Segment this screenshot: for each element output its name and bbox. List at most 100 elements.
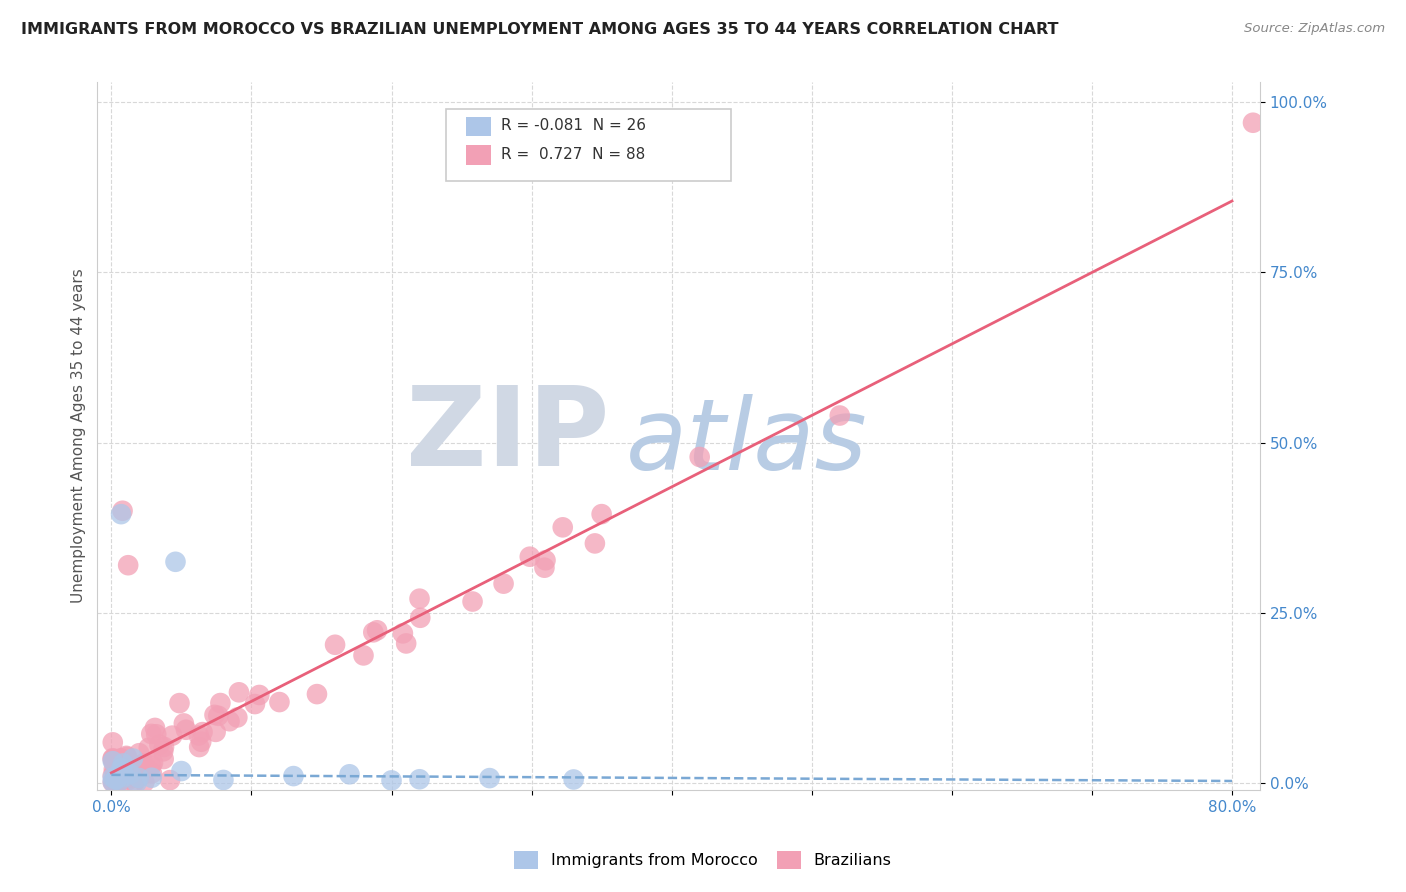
Point — [101, 775, 124, 789]
Point — [115, 750, 138, 764]
Point — [169, 696, 191, 710]
Point — [143, 721, 166, 735]
Point — [141, 758, 163, 772]
Point — [187, 729, 209, 743]
Point — [191, 725, 214, 739]
Point — [562, 772, 585, 787]
Point — [114, 764, 136, 779]
Point — [112, 756, 135, 771]
Point — [105, 772, 128, 787]
Point — [380, 773, 402, 788]
Point — [110, 507, 132, 521]
Point — [170, 764, 193, 778]
Point — [110, 753, 132, 767]
Point — [188, 740, 211, 755]
Point — [103, 752, 125, 766]
Point — [122, 775, 145, 789]
Point — [141, 771, 163, 785]
Point — [269, 695, 291, 709]
Point — [120, 767, 142, 781]
Bar — [465, 145, 492, 165]
Point — [103, 775, 125, 789]
Point — [1241, 116, 1264, 130]
Point — [207, 708, 229, 723]
Point — [353, 648, 375, 663]
Point — [392, 626, 415, 640]
Point — [101, 754, 124, 768]
Point — [228, 685, 250, 699]
Point — [323, 638, 346, 652]
Point — [204, 724, 226, 739]
Point — [226, 710, 249, 724]
Point — [218, 714, 240, 729]
Point — [583, 536, 606, 550]
Point — [134, 775, 156, 789]
Point — [114, 770, 136, 784]
Point — [138, 740, 160, 755]
Point — [104, 772, 127, 787]
Text: atlas: atlas — [626, 394, 868, 491]
Point — [122, 751, 145, 765]
Point — [125, 775, 148, 789]
Point — [128, 746, 150, 760]
Point — [145, 727, 167, 741]
Point — [461, 594, 484, 608]
Point — [112, 770, 135, 784]
Point — [209, 696, 232, 710]
Point — [247, 688, 270, 702]
Text: ZIP: ZIP — [405, 383, 609, 490]
Legend: Immigrants from Morocco, Brazilians: Immigrants from Morocco, Brazilians — [508, 845, 898, 875]
Point — [121, 771, 143, 785]
Point — [478, 771, 501, 785]
Text: R =  0.727  N = 88: R = 0.727 N = 88 — [501, 146, 645, 161]
Point — [128, 771, 150, 785]
Point — [533, 560, 555, 574]
Point — [129, 759, 152, 773]
Point — [174, 723, 197, 737]
Point — [111, 768, 134, 782]
Point — [110, 759, 132, 773]
Point — [101, 769, 124, 783]
Text: IMMIGRANTS FROM MOROCCO VS BRAZILIAN UNEMPLOYMENT AMONG AGES 35 TO 44 YEARS CORR: IMMIGRANTS FROM MOROCCO VS BRAZILIAN UNE… — [21, 22, 1059, 37]
Point — [125, 759, 148, 773]
Point — [117, 773, 139, 788]
Point — [152, 752, 174, 766]
Point — [159, 773, 181, 788]
Point — [141, 727, 163, 741]
Bar — [465, 117, 492, 136]
Point — [408, 591, 430, 606]
Point — [105, 775, 128, 789]
Point — [551, 520, 574, 534]
Point — [110, 766, 132, 780]
Y-axis label: Unemployment Among Ages 35 to 44 years: Unemployment Among Ages 35 to 44 years — [72, 268, 86, 603]
Point — [283, 769, 305, 783]
Point — [148, 738, 170, 752]
Point — [141, 766, 163, 780]
Point — [115, 748, 138, 763]
Point — [153, 739, 176, 754]
Point — [110, 752, 132, 766]
Point — [101, 751, 124, 765]
Point — [243, 697, 266, 711]
Point — [101, 775, 124, 789]
Point — [204, 707, 226, 722]
Point — [409, 611, 432, 625]
Point — [534, 553, 557, 567]
Point — [111, 504, 134, 518]
Point — [135, 761, 157, 775]
Point — [828, 409, 851, 423]
Point — [689, 450, 711, 464]
Point — [101, 771, 124, 785]
Point — [591, 507, 613, 521]
Point — [408, 772, 430, 787]
Point — [212, 772, 235, 787]
Point — [152, 744, 174, 758]
Point — [117, 558, 139, 573]
Point — [395, 636, 418, 650]
Point — [111, 756, 134, 771]
Point — [305, 687, 328, 701]
Point — [165, 555, 187, 569]
Point — [117, 771, 139, 785]
FancyBboxPatch shape — [446, 109, 731, 181]
Point — [173, 716, 195, 731]
